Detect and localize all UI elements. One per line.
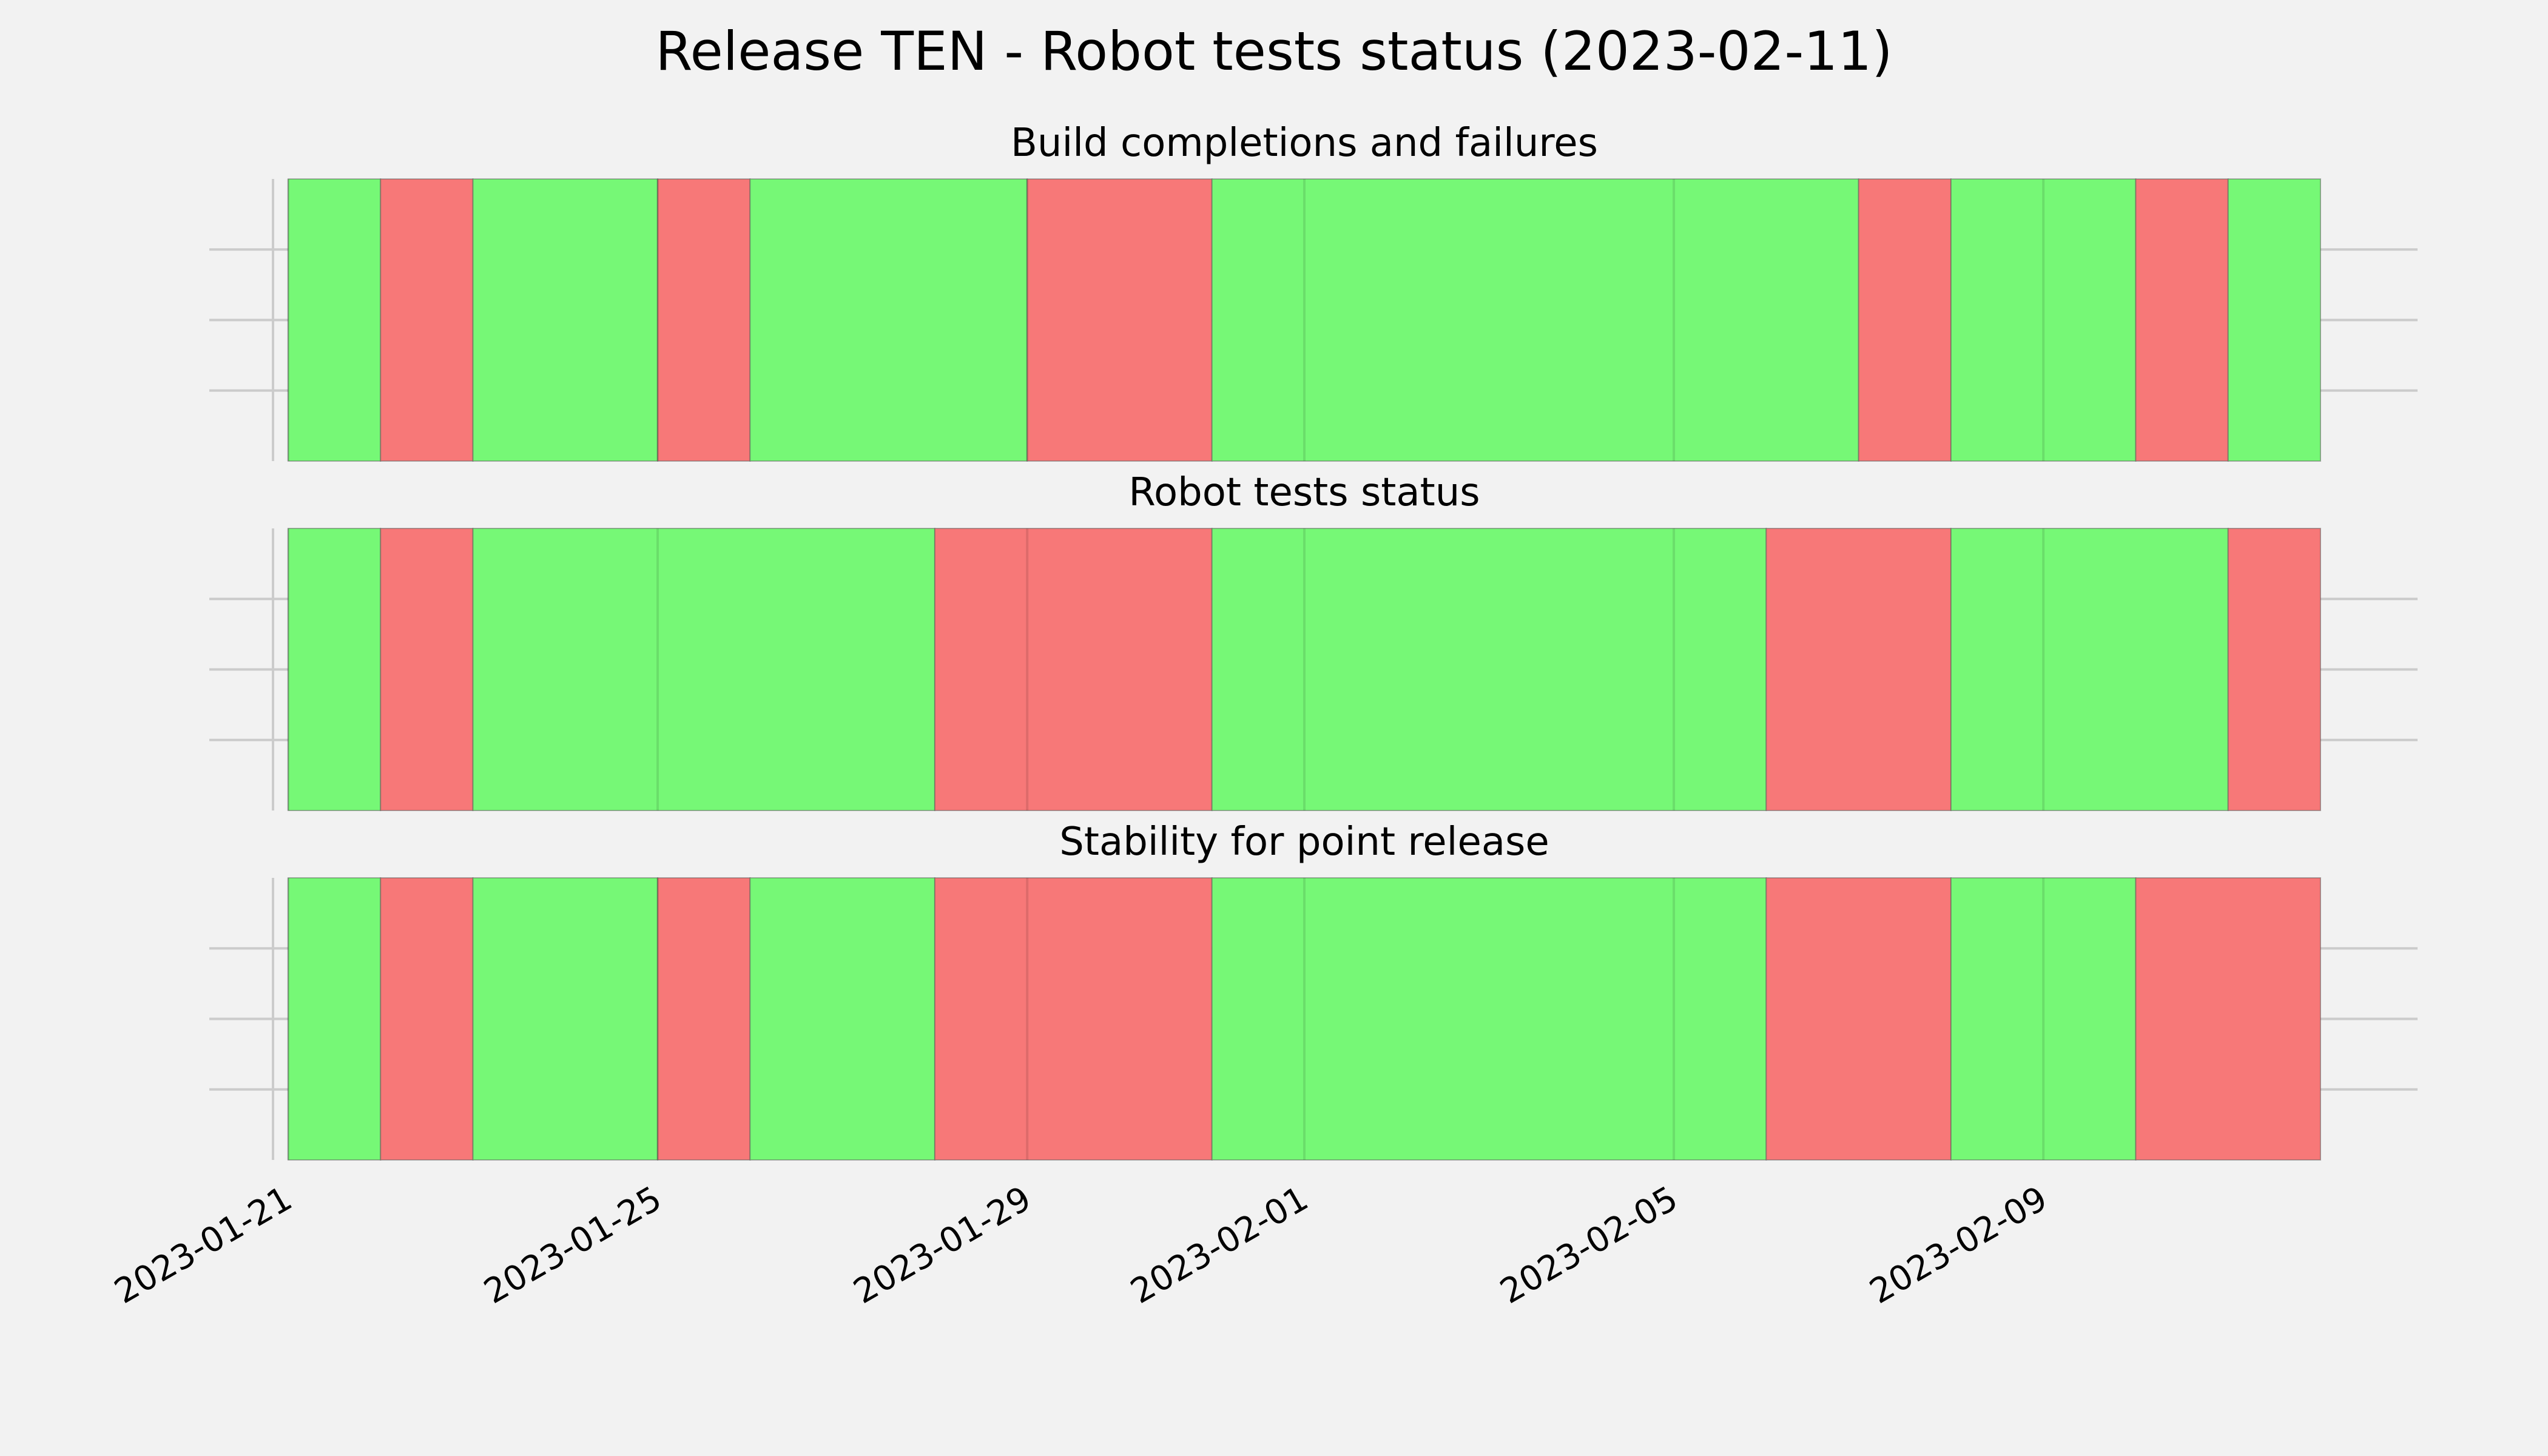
status-segment-fail — [657, 877, 751, 1161]
panel-1: Build completions and failures — [209, 121, 2418, 462]
status-segment-pass — [1211, 528, 1767, 811]
status-segment-fail — [934, 528, 1213, 811]
panel-title: Robot tests status — [1128, 470, 1480, 515]
status-segment-fail — [657, 178, 751, 462]
status-segment-fail — [1765, 528, 1952, 811]
status-segment-pass — [472, 528, 935, 811]
status-segment-pass — [288, 877, 382, 1161]
status-segment-fail — [934, 877, 1213, 1161]
panel-title: Stability for point release — [1059, 820, 1549, 864]
x-tick-label: 2023-02-09 — [1863, 1179, 2054, 1312]
status-segment-fail — [1026, 178, 1213, 462]
x-tick-label: 2023-01-29 — [847, 1179, 1037, 1312]
status-segment-pass — [472, 877, 659, 1161]
x-tick-label: 2023-01-21 — [108, 1179, 298, 1312]
status-segment-fail — [2135, 178, 2229, 462]
status-segment-pass — [288, 528, 382, 811]
status-segment-pass — [1950, 178, 2137, 462]
status-segment-fail — [380, 877, 474, 1161]
chart-title: Release TEN - Robot tests status (2023-0… — [655, 20, 1892, 83]
panel-3: Stability for point release — [209, 820, 2418, 1161]
x-tick-label: 2023-01-25 — [477, 1179, 668, 1312]
status-segment-pass — [288, 178, 382, 462]
panels: Build completions and failures Robot test… — [209, 121, 2418, 1161]
status-segment-pass — [749, 877, 935, 1161]
status-segment-pass — [749, 178, 1028, 462]
status-segment-pass — [2227, 178, 2322, 462]
status-segment-fail — [380, 528, 474, 811]
status-segment-pass — [1211, 877, 1767, 1161]
x-axis-ticks: 2023-01-21 2023-01-25 2023-01-29 2023-02-01… — [108, 1179, 2054, 1312]
status-segment-fail — [2227, 528, 2322, 811]
status-segment-fail — [2135, 877, 2322, 1161]
status-segment-fail — [380, 178, 474, 462]
status-segment-pass — [472, 178, 659, 462]
panel-2: Robot tests status — [209, 470, 2418, 811]
status-segment-fail — [1858, 178, 1952, 462]
status-segment-pass — [1950, 877, 2137, 1161]
panel-title: Build completions and failures — [1011, 121, 1598, 166]
status-segment-pass — [1211, 178, 1859, 462]
x-tick-label: 2023-02-05 — [1494, 1179, 1684, 1312]
status-segment-pass — [1950, 528, 2229, 811]
status-segment-fail — [1765, 877, 1952, 1161]
x-tick-label: 2023-02-01 — [1124, 1179, 1315, 1312]
